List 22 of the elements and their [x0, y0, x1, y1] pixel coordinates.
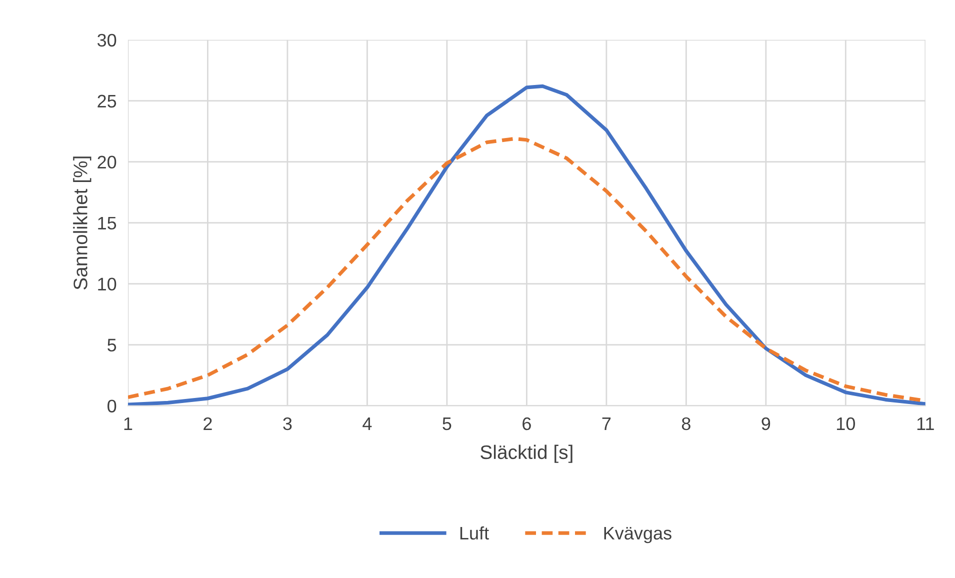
y-tick-label: 5	[108, 338, 116, 352]
x-tick-label: 8	[682, 417, 690, 430]
x-tick-label: 6	[522, 417, 531, 430]
x-tick-label: 4	[362, 418, 372, 430]
x-tick-label: 2	[204, 417, 212, 430]
legend-label: Luft	[460, 526, 489, 540]
x-tick-label: 11	[917, 418, 934, 430]
x-tick-label: 1	[124, 418, 132, 430]
x-tick-label: 5	[442, 418, 452, 430]
x-axis-title: Släcktid [s]	[480, 444, 572, 463]
y-tick-label: 30	[97, 34, 116, 47]
y-tick-label: 25	[98, 94, 116, 108]
x-tick-label: 9	[762, 417, 770, 430]
y-tick-label: 0	[108, 400, 116, 412]
x-tick-label: 7	[602, 418, 611, 430]
legend-label: Kvävgas	[604, 527, 672, 544]
y-tick-label: 20	[98, 156, 116, 169]
x-tick-label: 3	[283, 417, 292, 430]
y-tick-label: 10	[98, 278, 116, 291]
y-tick-label: 15	[98, 216, 116, 230]
x-tick-label: 10	[836, 417, 855, 430]
y-axis-title: Sannolikhet [%]	[73, 156, 92, 290]
